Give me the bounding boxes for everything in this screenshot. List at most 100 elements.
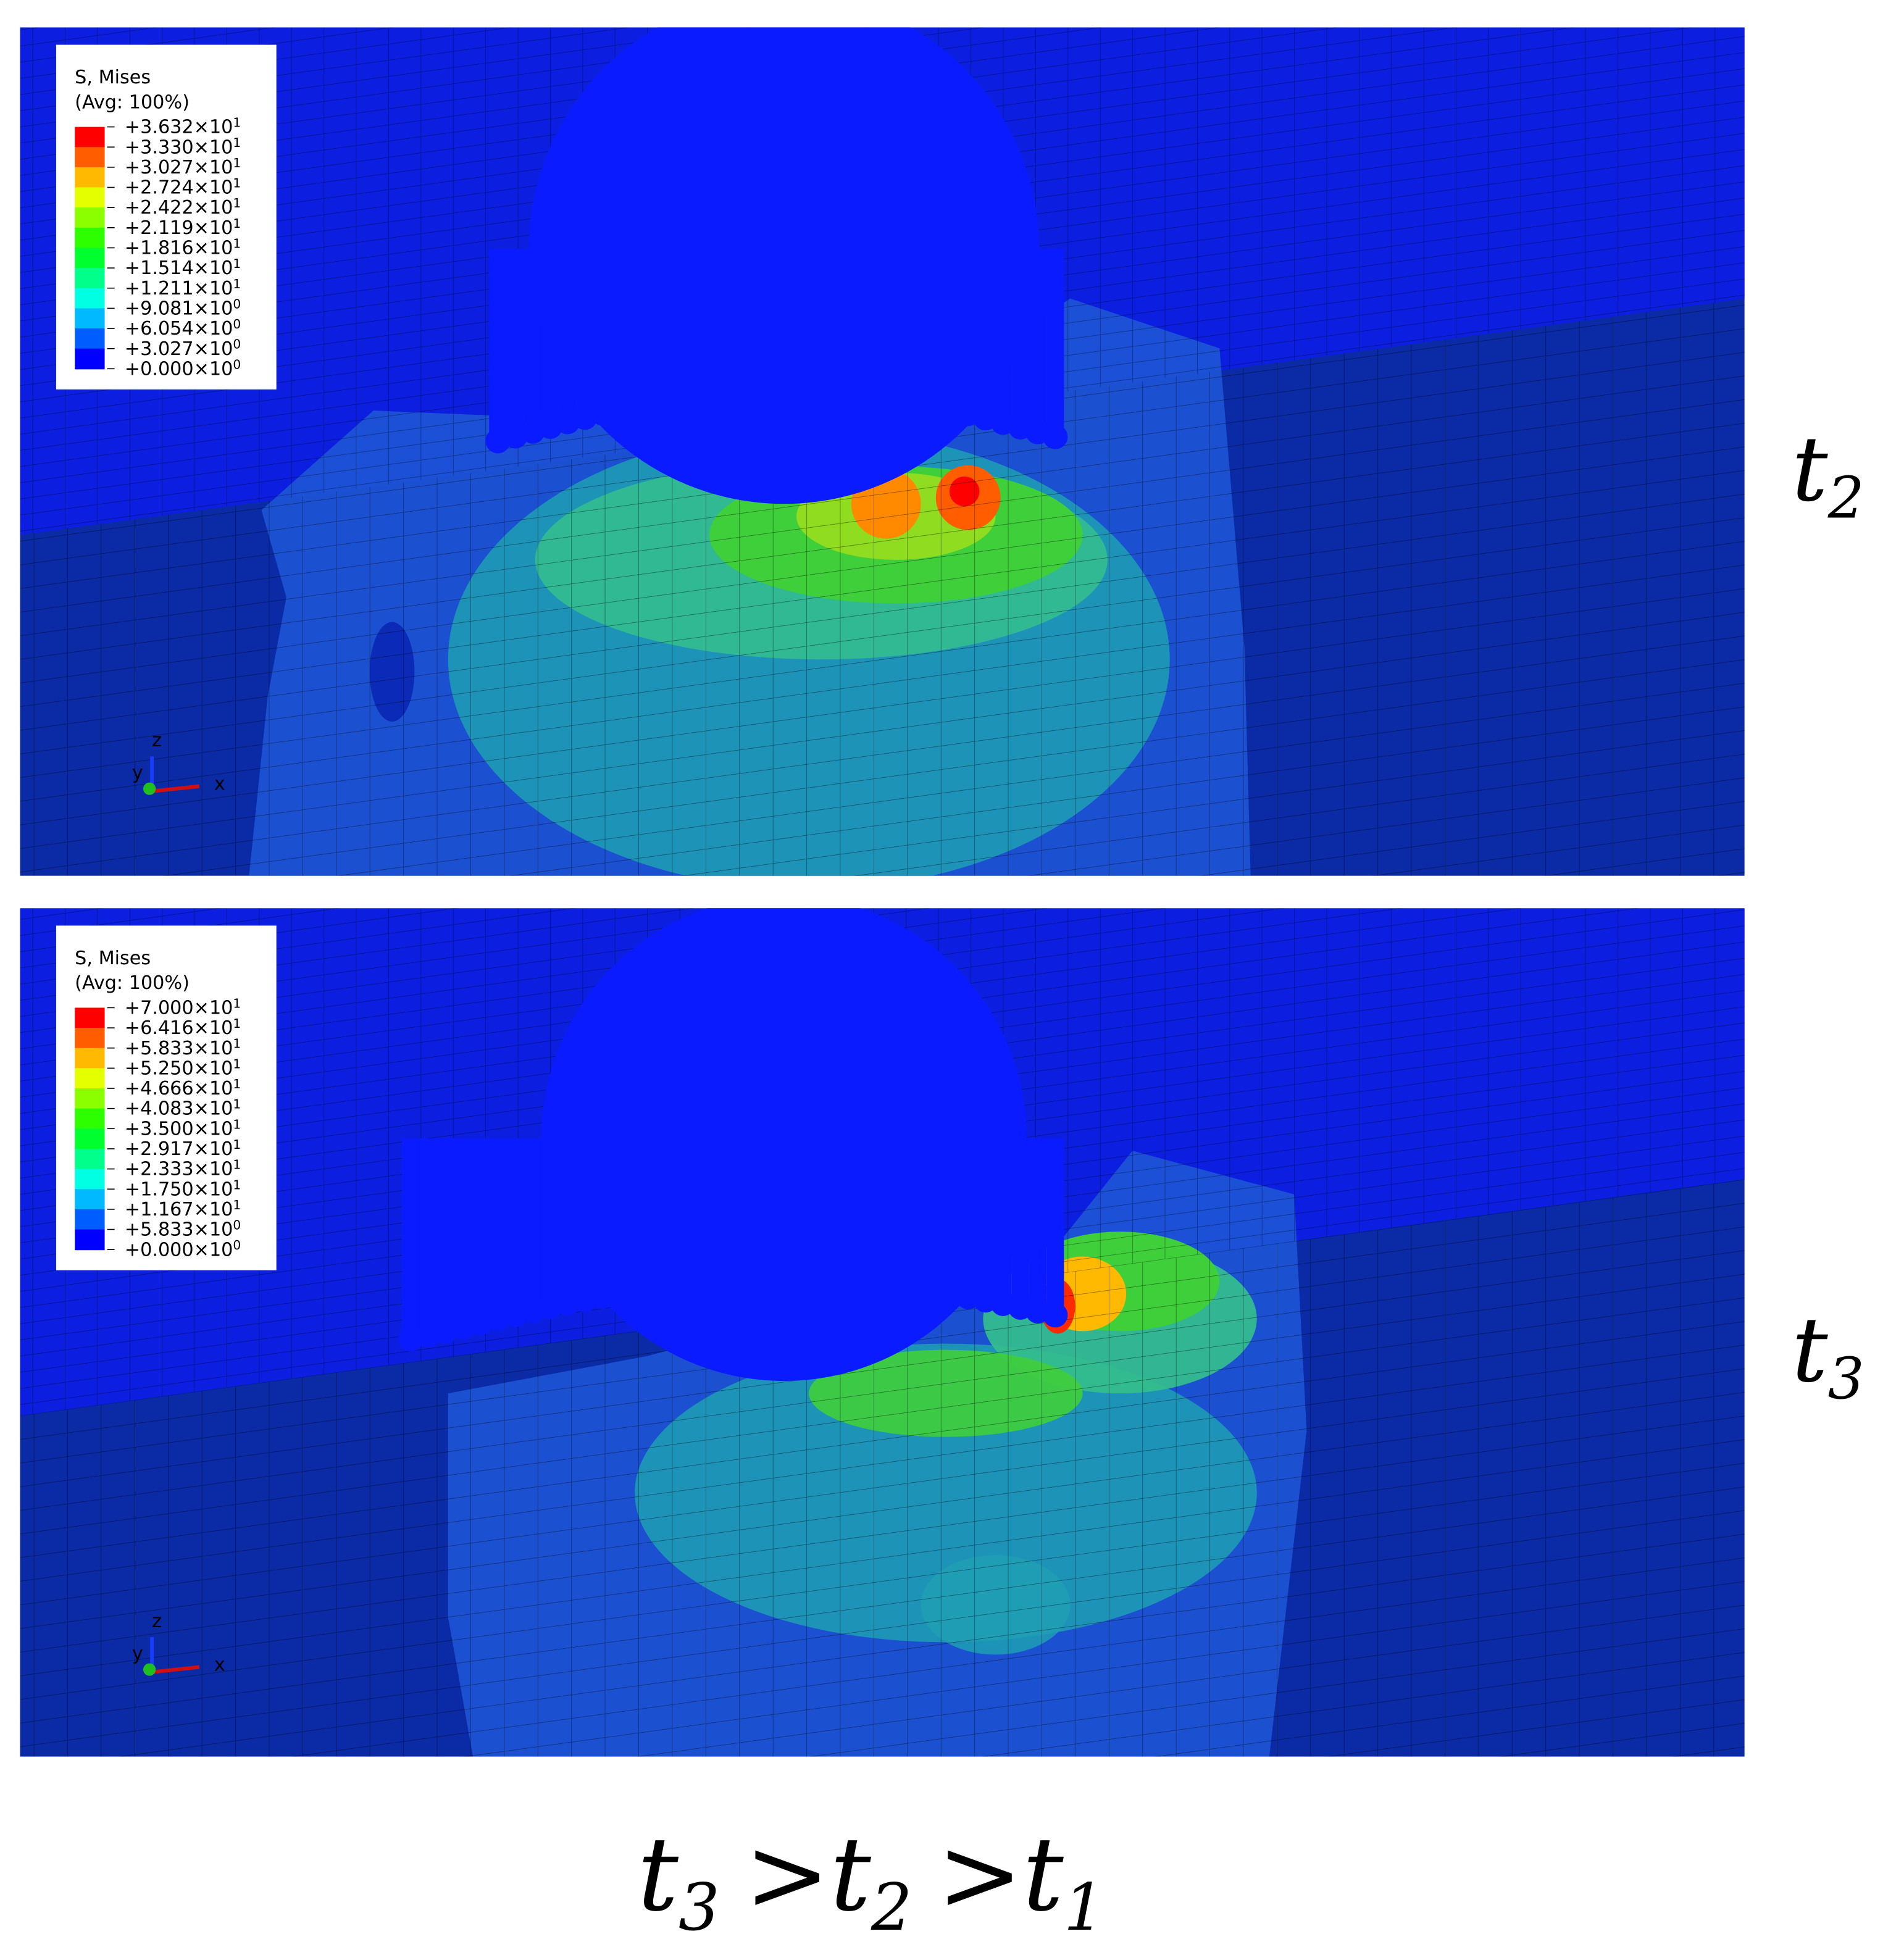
legend-mantissa: +6.416×10 — [125, 1017, 233, 1039]
legend-title: S, Mises — [75, 67, 151, 88]
legend-mantissa: +3.500×10 — [125, 1118, 233, 1140]
particle-column — [419, 1138, 437, 1335]
particle-column — [820, 1138, 838, 1280]
legend-mantissa: +3.027×10 — [125, 338, 233, 360]
legend-exponent: 1 — [233, 1157, 241, 1172]
particle-column — [750, 249, 768, 390]
particle-column — [402, 1138, 420, 1339]
caption-subscript: 2 — [871, 1870, 912, 1945]
particle-column — [837, 1138, 855, 1282]
caption-subscript: 3 — [679, 1870, 720, 1945]
triad-label: y — [132, 1643, 143, 1664]
particle-column — [576, 1138, 594, 1300]
triad-x — [151, 1665, 200, 1674]
triad-y — [143, 782, 156, 795]
caption-operator: > — [745, 1816, 830, 1934]
legend-label: +5.250×101 — [125, 1056, 241, 1079]
legend-exponent: 0 — [233, 296, 241, 311]
caption-base: t — [830, 1816, 871, 1934]
legend-exponent: 1 — [233, 256, 241, 271]
legend-swatch — [75, 1088, 105, 1109]
particle-column — [1046, 249, 1064, 437]
particle-column — [854, 1138, 873, 1283]
particle-column — [890, 1138, 908, 1286]
particle-column — [611, 249, 629, 409]
particle-column — [924, 1138, 942, 1291]
particle-column — [750, 1138, 768, 1280]
triad-label: z — [152, 1611, 162, 1632]
time-subscript: 2 — [1827, 464, 1864, 531]
caption: t3 >t2 >t1 — [638, 1816, 1105, 1945]
legend-swatch — [75, 227, 105, 249]
legend-subtitle: (Avg: 100%) — [75, 972, 190, 994]
legend-exponent: 1 — [233, 1056, 241, 1071]
legend-exponent: 1 — [233, 196, 241, 211]
particle-column — [698, 249, 716, 394]
legend-mantissa: +5.833×10 — [125, 1219, 233, 1241]
particle-column — [994, 1138, 1012, 1304]
legend-title: S, Mises — [75, 948, 151, 969]
legend-swatch — [75, 1169, 105, 1190]
legend-mantissa: +5.833×10 — [125, 1038, 233, 1059]
legend-exponent: 1 — [233, 996, 241, 1011]
legend-swatch — [75, 147, 105, 168]
legend-exponent: 1 — [233, 1097, 241, 1112]
particle-column — [803, 1138, 820, 1280]
particle-column — [733, 249, 751, 391]
legend-label: +3.500×101 — [125, 1117, 241, 1140]
legend-mantissa: +6.054×10 — [125, 318, 233, 340]
particle-column — [489, 249, 507, 441]
particle-column — [959, 1138, 977, 1297]
legend-exponent: 1 — [233, 1177, 241, 1192]
particle-column — [541, 1138, 559, 1307]
legend-exponent: 1 — [233, 236, 241, 251]
legend-label: +0.000×100 — [125, 1238, 241, 1261]
legend-swatch — [75, 127, 105, 148]
legend-mantissa: +2.422×10 — [125, 197, 233, 219]
legend-exponent: 1 — [233, 115, 241, 130]
legend-exponent: 0 — [233, 357, 241, 372]
legend-label: +1.514×101 — [125, 256, 241, 279]
particle-column — [576, 249, 594, 418]
caption-base: t — [638, 1816, 679, 1934]
legend-exponent: 0 — [233, 337, 241, 352]
legend-swatch — [75, 187, 105, 209]
legend-swatch — [75, 288, 105, 309]
triad-label: y — [132, 762, 143, 784]
particle-column — [767, 1138, 785, 1279]
legend-label: +3.330×101 — [125, 135, 241, 158]
particle-column — [872, 1138, 890, 1285]
caption-base: t — [1022, 1816, 1064, 1934]
legend-mantissa: +1.816×10 — [125, 238, 233, 259]
legend-label: +4.666×101 — [125, 1077, 241, 1099]
particle-column — [803, 249, 820, 390]
particle-column — [1011, 1138, 1029, 1307]
legend-exponent: 0 — [233, 317, 241, 331]
particle-column — [454, 1138, 472, 1327]
time-label: t2 — [1792, 417, 1864, 531]
particle-column — [1029, 1138, 1047, 1311]
legend-label: +4.083×101 — [125, 1097, 241, 1120]
fea-panel — [20, 27, 1745, 876]
legend-mantissa: +3.027×10 — [125, 157, 233, 178]
triad-label: x — [214, 1654, 225, 1676]
particle-column — [524, 249, 541, 432]
legend-label: +2.917×101 — [125, 1137, 241, 1160]
legend-swatch — [75, 248, 105, 269]
particle-column — [785, 1138, 803, 1279]
particle-column — [820, 249, 838, 391]
triad-y — [143, 1663, 156, 1676]
legend-label: +2.422×101 — [125, 196, 241, 219]
caption-subscript: 1 — [1064, 1870, 1105, 1945]
legend-mantissa: +4.666×10 — [125, 1078, 233, 1099]
legend-label: +3.027×100 — [125, 337, 241, 360]
legend: S, Mises(Avg: 100%)+7.000×101+6.416×101+… — [56, 925, 277, 1270]
particle-column — [942, 1138, 960, 1294]
legend-label: +3.632×101 — [125, 115, 241, 138]
particle-column — [767, 249, 785, 390]
legend-mantissa: +1.514×10 — [125, 257, 233, 279]
time-base: t — [1792, 1298, 1828, 1403]
legend-swatch — [75, 348, 105, 370]
legend-subtitle: (Avg: 100%) — [75, 91, 190, 113]
legend-mantissa: +1.211×10 — [125, 278, 233, 299]
